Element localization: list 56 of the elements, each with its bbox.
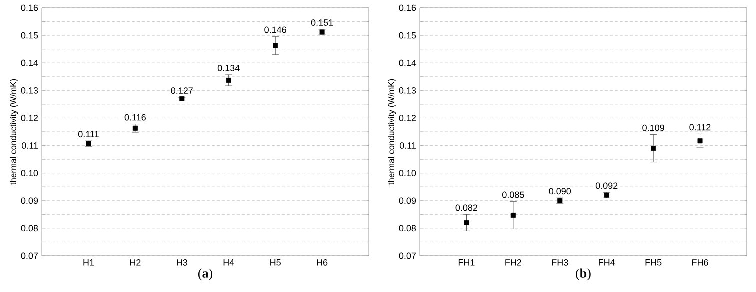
- y-tick-label: 0.13: [399, 87, 416, 94]
- x-tick-label: H4: [224, 260, 234, 266]
- x-axis-title: (a): [198, 268, 213, 281]
- x-tick-label: H6: [317, 260, 328, 266]
- data-label: 0.146: [264, 26, 286, 34]
- y-tick-label: 0.14: [399, 60, 416, 66]
- y-tick-label: 0.09: [21, 198, 38, 204]
- y-tick-label: 0.07: [399, 252, 416, 260]
- data-label: 0.127: [171, 88, 193, 94]
- data-label: 0.085: [502, 192, 524, 198]
- x-tick-label: FH3: [552, 260, 568, 266]
- data-label: 0.151: [311, 20, 334, 26]
- x-tick-label: FH2: [506, 260, 522, 266]
- point: [464, 220, 470, 226]
- x-tick-label: H2: [130, 260, 141, 266]
- x-tick-label: FH4: [599, 260, 616, 266]
- y-tick-label: 0.12: [21, 115, 38, 122]
- y-tick-label: 0.09: [399, 198, 416, 204]
- x-tick-label: H5: [270, 260, 281, 266]
- data-label: 0.116: [124, 114, 146, 121]
- y-tick-label: 0.07: [21, 252, 38, 260]
- x-tick-label: FH6: [692, 260, 708, 266]
- data-label: 0.134: [218, 65, 240, 72]
- y-tick-label: 0.11: [22, 142, 38, 149]
- y-axis-title: thermal conductivity (W/mK): [388, 79, 396, 186]
- y-tick-label: 0.16: [21, 4, 38, 12]
- y-tick-label: 0.13: [21, 87, 38, 94]
- point: [698, 138, 703, 144]
- data-label: 0.090: [549, 188, 572, 195]
- y-tick-label: 0.15: [21, 32, 38, 39]
- y-tick-label: 0.08: [21, 225, 38, 232]
- data-label: 0.082: [456, 204, 478, 212]
- point: [273, 43, 278, 48]
- x-tick-label: FH1: [458, 260, 475, 266]
- y-tick-label: 0.10: [399, 170, 416, 177]
- point: [226, 78, 232, 83]
- point: [510, 212, 516, 218]
- point: [180, 96, 185, 102]
- data-label: 0.112: [690, 124, 711, 131]
- y-tick-label: 0.15: [399, 32, 416, 39]
- data-label: 0.109: [642, 124, 664, 132]
- y-tick-label: 0.10: [21, 170, 38, 177]
- x-axis-title: (b): [576, 268, 591, 281]
- y-axis-title: thermal conductivity (W/mK): [10, 79, 18, 186]
- y-tick-label: 0.14: [21, 60, 38, 66]
- y-tick-label: 0.16: [399, 4, 416, 12]
- x-tick-label: H1: [84, 260, 94, 266]
- x-tick-label: FH5: [646, 260, 662, 266]
- data-label: 0.111: [78, 131, 99, 138]
- data-label: 0.092: [596, 182, 618, 190]
- x-tick-label: H3: [177, 260, 188, 266]
- y-tick-label: 0.08: [399, 225, 416, 232]
- y-tick-label: 0.12: [399, 115, 416, 122]
- point: [651, 146, 656, 152]
- y-tick-label: 0.11: [400, 142, 416, 149]
- point: [132, 126, 138, 131]
